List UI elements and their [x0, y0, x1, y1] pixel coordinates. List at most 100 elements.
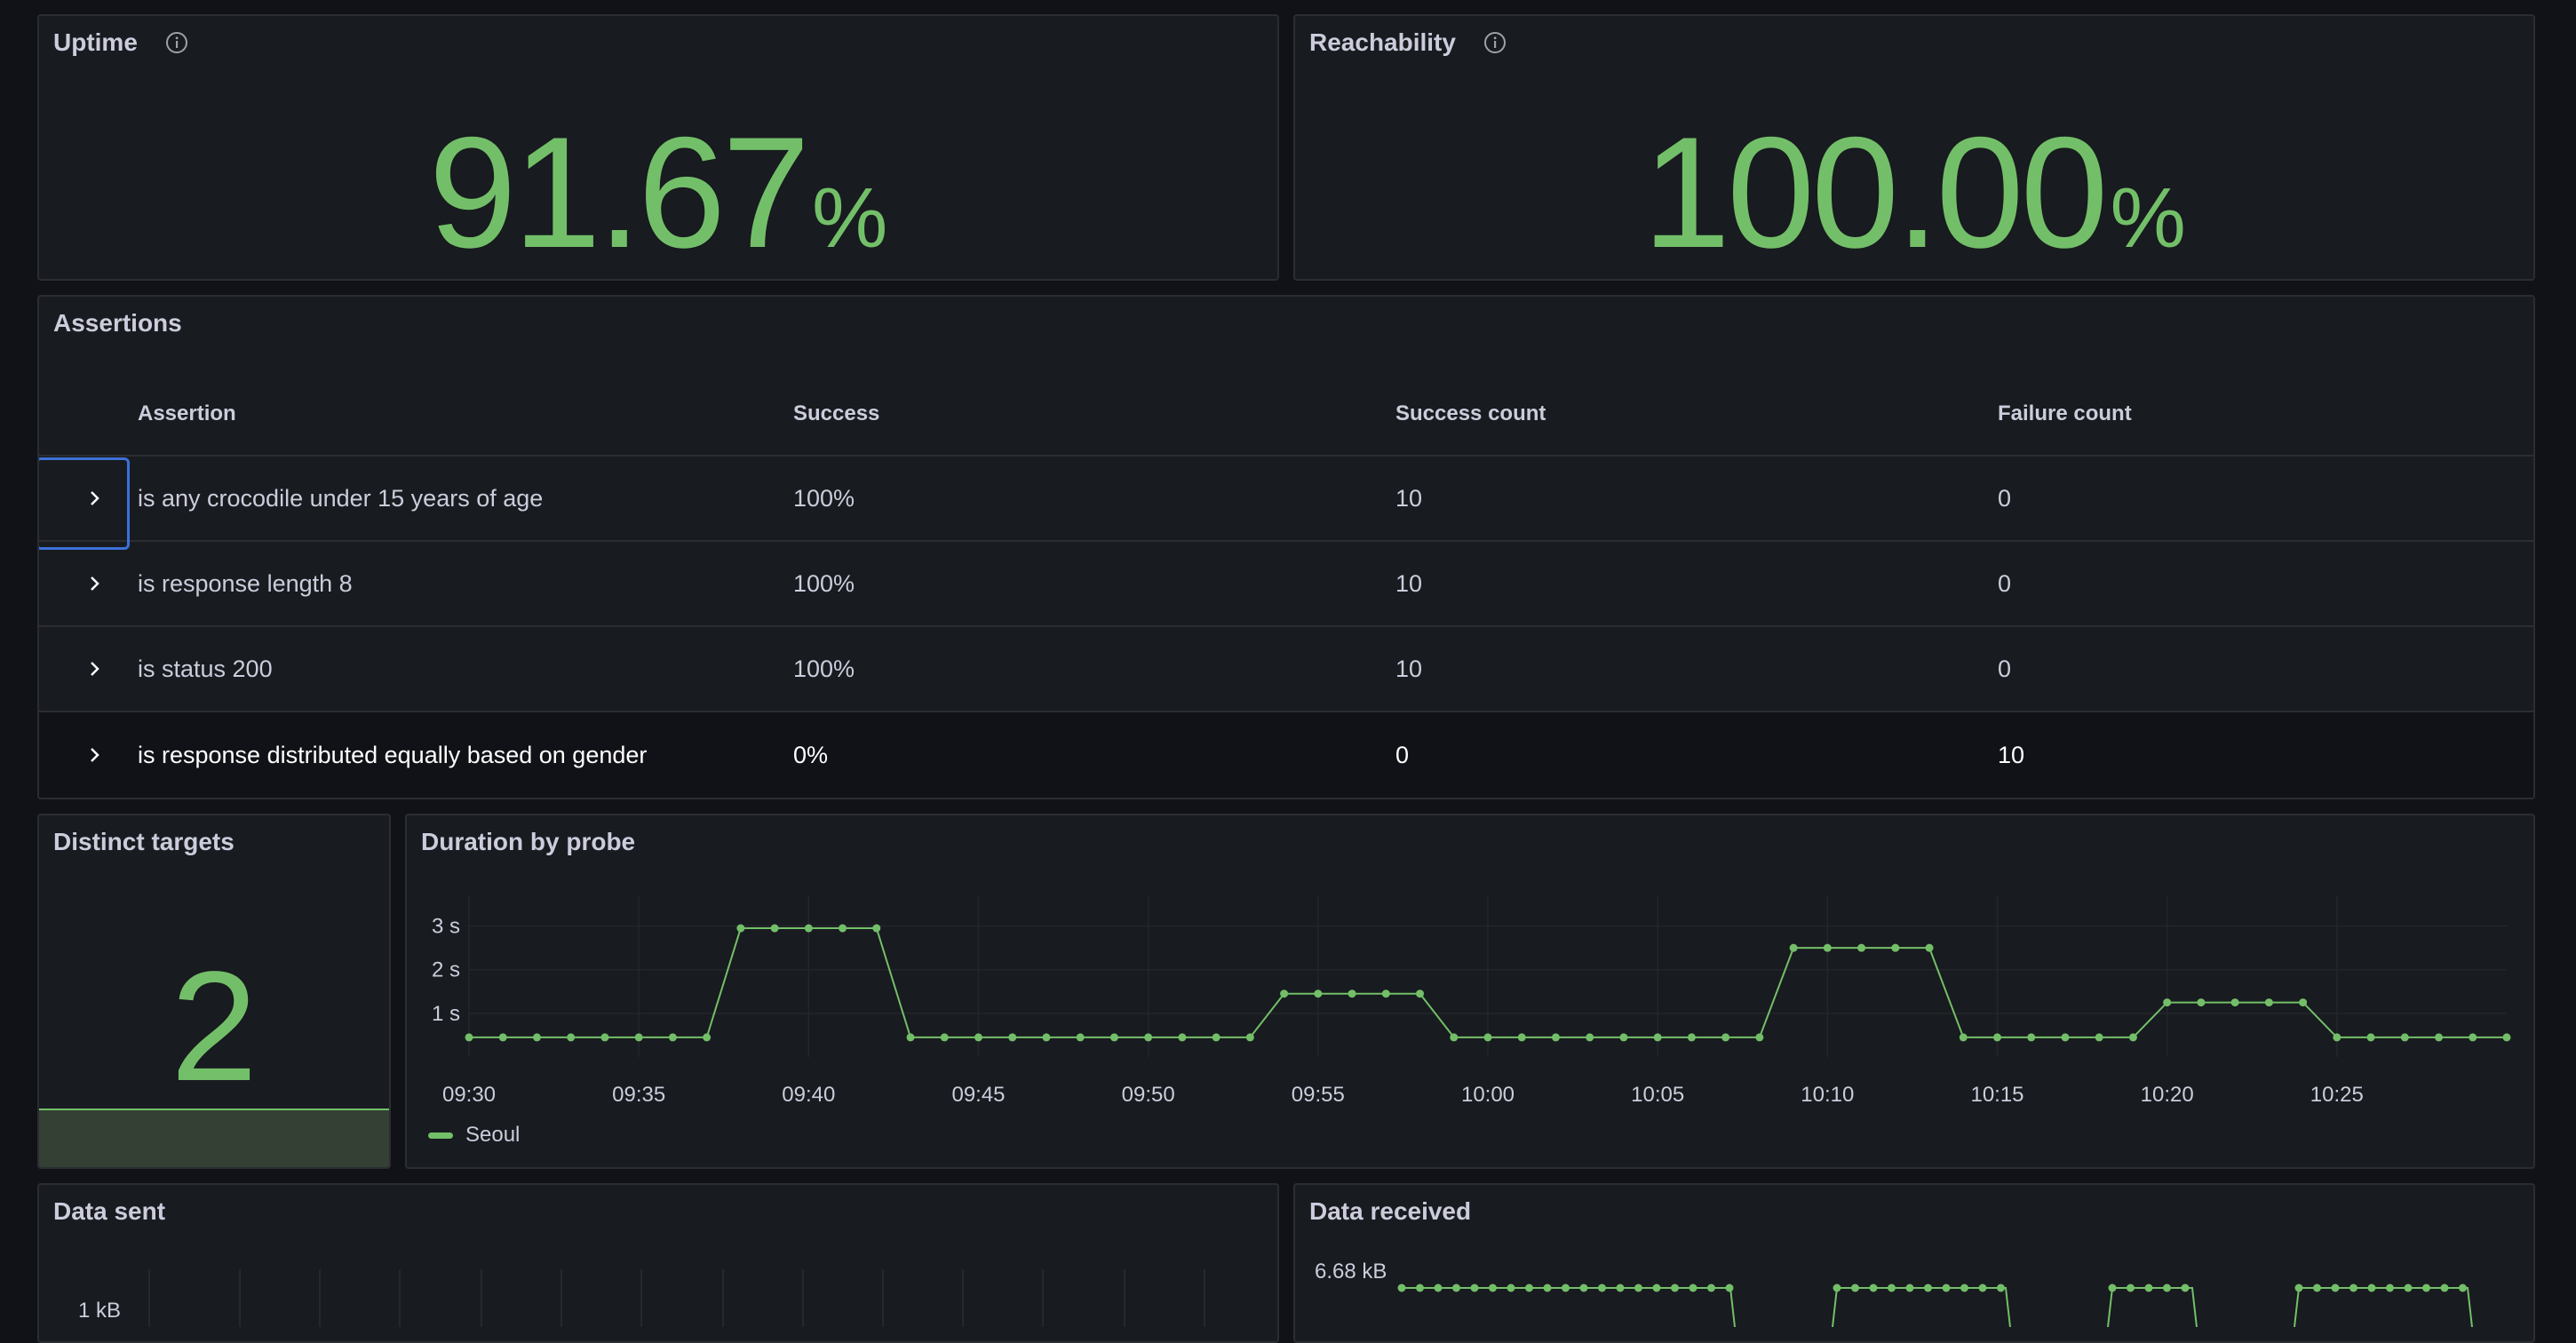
expand-column-header — [39, 373, 151, 455]
data-point — [1905, 1283, 1914, 1292]
data-point — [1042, 1033, 1051, 1042]
info-icon[interactable] — [1483, 30, 1507, 55]
x-tick-label: 10:05 — [1631, 1083, 1684, 1107]
data-sent-chart — [148, 1269, 1205, 1327]
data-point — [2127, 1283, 2135, 1292]
data-point — [2331, 1283, 2340, 1292]
data-point — [872, 924, 881, 933]
data-point — [1869, 1283, 1878, 1292]
data-point — [703, 1033, 712, 1042]
data-point — [1960, 1283, 1968, 1292]
data-point — [2386, 1283, 2394, 1292]
data-point — [1483, 1033, 1492, 1042]
legend[interactable]: Seoul — [428, 1123, 520, 1148]
data-point — [736, 924, 745, 933]
cell-success: 0% — [793, 741, 829, 768]
distinct-targets-title: Distinct targets — [53, 828, 235, 855]
x-tick-label: 09:50 — [1122, 1083, 1175, 1107]
data-point — [1212, 1033, 1220, 1042]
data-point — [1381, 989, 1390, 998]
uptime-value: 91.67% — [39, 114, 1277, 272]
chevron-right-icon — [91, 748, 99, 762]
expand-row-button[interactable] — [39, 627, 151, 711]
data-point — [1707, 1283, 1715, 1292]
data-point — [1280, 989, 1289, 998]
reachability-unit: % — [2110, 171, 2186, 266]
data-point — [906, 1033, 915, 1042]
data-point — [2108, 1283, 2117, 1292]
cell-failure-count: 10 — [1998, 741, 2025, 768]
cell-success: 100% — [793, 655, 855, 682]
expand-row-button[interactable] — [39, 457, 151, 550]
y-tick-label: 2 s — [432, 958, 460, 982]
table-row[interactable]: is status 200 100% 10 0 — [39, 627, 2533, 712]
cell-assertion: is response length 8 — [138, 569, 353, 597]
data-point — [2264, 998, 2273, 1007]
column-header-assertion[interactable]: Assertion — [138, 401, 236, 425]
data-point — [1517, 1033, 1526, 1042]
data-point — [1789, 943, 1798, 952]
x-tick-label: 09:40 — [782, 1083, 835, 1107]
data-point — [2095, 1033, 2103, 1042]
x-tick-label: 10:10 — [1801, 1083, 1854, 1107]
data-point — [1755, 1033, 1764, 1042]
table-row[interactable]: is any crocodile under 15 years of age 1… — [39, 457, 2533, 550]
legend-label-seoul: Seoul — [465, 1123, 521, 1147]
info-icon[interactable] — [164, 30, 189, 55]
data-point — [804, 924, 813, 933]
data-point — [839, 924, 847, 933]
data-point — [1891, 943, 1900, 952]
data-received-y-tick: 6.68 kB — [1315, 1260, 1387, 1283]
data-point — [2502, 1033, 2511, 1042]
data-point — [1586, 1033, 1594, 1042]
table-row[interactable]: is response length 8 100% 10 0 — [39, 542, 2533, 627]
data-point — [634, 1033, 643, 1042]
data-point — [2230, 998, 2239, 1007]
data-point — [1245, 1033, 1254, 1042]
data-point — [1942, 1283, 1951, 1292]
duration-panel: Duration by probe 1 s 2 s 3 s 09:30 09:35 09:… — [405, 814, 2535, 1169]
data-point — [2197, 998, 2206, 1007]
data-point — [2313, 1283, 2321, 1292]
data-sent-title: Data sent — [53, 1197, 166, 1225]
data-point — [1598, 1283, 1606, 1292]
data-point — [1993, 1033, 2001, 1042]
expand-row-button[interactable] — [39, 712, 151, 798]
data-point — [532, 1033, 541, 1042]
x-tick-label: 10:00 — [1461, 1083, 1515, 1107]
data-point — [1434, 1283, 1443, 1292]
column-header-failure-count[interactable]: Failure count — [1998, 401, 2132, 425]
cell-assertion: is response distributed equally based on… — [138, 741, 648, 768]
data-point — [2181, 1283, 2190, 1292]
reachability-number: 100.00 — [1642, 104, 2108, 281]
data-point — [1562, 1283, 1570, 1292]
uptime-unit: % — [812, 171, 888, 266]
data-received-series — [1402, 1287, 2473, 1327]
data-point — [1653, 1033, 1662, 1042]
cell-success-count: 10 — [1395, 655, 1423, 682]
table-row-hovered[interactable]: is response distributed equally based on… — [39, 712, 2533, 798]
data-received-chart — [1397, 1283, 2473, 1327]
duration-chart: 1 s 2 s 3 s 09:30 09:35 09:40 09:45 09:50 09:55 1… — [432, 895, 2511, 1107]
chevron-right-icon — [91, 576, 99, 591]
data-point — [2366, 1033, 2375, 1042]
sparkline-area — [39, 1109, 389, 1167]
uptime-panel: Uptime 91.67% — [37, 14, 1279, 281]
data-point — [1452, 1283, 1460, 1292]
data-point — [1008, 1033, 1017, 1042]
column-header-success[interactable]: Success — [793, 401, 880, 425]
data-point — [1551, 1033, 1560, 1042]
data-point — [1543, 1283, 1552, 1292]
column-header-success-count[interactable]: Success count — [1395, 401, 1546, 425]
data-point — [1507, 1283, 1515, 1292]
data-point — [1178, 1033, 1187, 1042]
data-point — [1721, 1033, 1730, 1042]
cell-success-count: 0 — [1395, 741, 1410, 768]
reachability-value: 100.00% — [1295, 114, 2533, 272]
data-point — [2349, 1283, 2357, 1292]
data-point — [1857, 943, 1866, 952]
expand-row-button[interactable] — [39, 542, 151, 625]
data-point — [1888, 1283, 1896, 1292]
data-point — [2404, 1283, 2413, 1292]
legend-swatch — [428, 1132, 453, 1139]
